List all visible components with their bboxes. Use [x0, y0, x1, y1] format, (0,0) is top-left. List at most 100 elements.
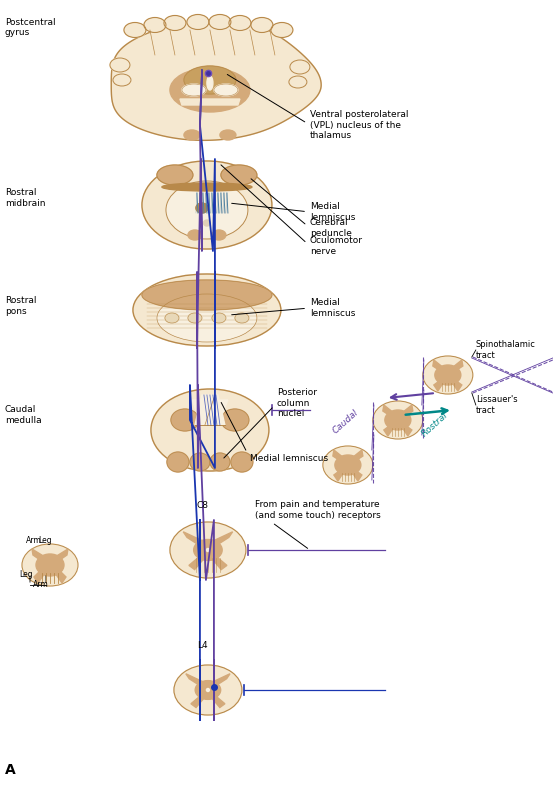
Ellipse shape: [187, 14, 209, 29]
Ellipse shape: [167, 452, 189, 472]
Ellipse shape: [212, 230, 226, 240]
Text: L4: L4: [197, 641, 208, 650]
Ellipse shape: [162, 183, 252, 191]
Ellipse shape: [212, 313, 226, 323]
Ellipse shape: [164, 16, 186, 31]
Ellipse shape: [289, 76, 307, 88]
Ellipse shape: [22, 544, 78, 586]
Ellipse shape: [174, 665, 242, 715]
Text: Ventral posterolateral
(VPL) nucleus of the
thalamus: Ventral posterolateral (VPL) nucleus of …: [227, 74, 408, 140]
Ellipse shape: [373, 401, 423, 439]
Text: C8: C8: [197, 501, 209, 510]
Ellipse shape: [290, 60, 310, 74]
Polygon shape: [191, 694, 205, 708]
Ellipse shape: [209, 14, 231, 29]
Ellipse shape: [206, 689, 210, 691]
Ellipse shape: [235, 313, 249, 323]
Ellipse shape: [113, 74, 131, 86]
Ellipse shape: [151, 389, 269, 471]
Ellipse shape: [36, 554, 64, 576]
Text: Rostral
pons: Rostral pons: [5, 296, 36, 316]
Text: Posterior
column
nuclei: Posterior column nuclei: [224, 388, 317, 458]
Text: Leg: Leg: [38, 536, 52, 545]
Ellipse shape: [385, 410, 411, 430]
Ellipse shape: [323, 446, 373, 484]
Polygon shape: [352, 469, 362, 481]
Ellipse shape: [170, 522, 246, 578]
Polygon shape: [212, 555, 227, 570]
Ellipse shape: [133, 274, 281, 346]
Text: Lissauer's
tract: Lissauer's tract: [476, 395, 518, 415]
Ellipse shape: [171, 409, 199, 431]
Ellipse shape: [423, 356, 473, 394]
Ellipse shape: [221, 165, 257, 185]
Polygon shape: [211, 674, 230, 687]
Text: Oculomotor
nerve: Oculomotor nerve: [221, 165, 363, 256]
Polygon shape: [32, 549, 45, 562]
Text: Spinothalamic
tract: Spinothalamic tract: [476, 340, 536, 359]
Ellipse shape: [142, 280, 272, 310]
Ellipse shape: [190, 453, 210, 471]
Ellipse shape: [214, 84, 238, 96]
Text: From pain and temperature
(and some touch) receptors: From pain and temperature (and some touc…: [255, 500, 380, 548]
Ellipse shape: [206, 548, 210, 551]
Polygon shape: [212, 400, 228, 420]
Text: Arm: Arm: [33, 580, 49, 589]
Ellipse shape: [142, 161, 272, 249]
Polygon shape: [183, 532, 204, 547]
Ellipse shape: [271, 22, 293, 37]
Polygon shape: [211, 694, 225, 708]
Polygon shape: [186, 674, 205, 687]
Text: Medial lemniscus: Medial lemniscus: [221, 402, 328, 462]
Ellipse shape: [220, 130, 236, 140]
Text: Leg: Leg: [19, 570, 33, 579]
Polygon shape: [434, 379, 444, 391]
Polygon shape: [180, 99, 240, 105]
Ellipse shape: [165, 313, 179, 323]
Polygon shape: [433, 360, 444, 372]
Ellipse shape: [231, 452, 253, 472]
Ellipse shape: [157, 294, 257, 342]
Polygon shape: [333, 450, 344, 462]
Ellipse shape: [110, 58, 130, 72]
Ellipse shape: [221, 409, 249, 431]
Ellipse shape: [194, 540, 222, 560]
Text: Caudal: Caudal: [331, 408, 360, 435]
Ellipse shape: [251, 17, 273, 32]
Text: Medial
lemniscus: Medial lemniscus: [232, 202, 355, 222]
Ellipse shape: [204, 220, 211, 226]
Polygon shape: [383, 405, 394, 417]
Polygon shape: [402, 405, 413, 417]
Polygon shape: [55, 549, 68, 562]
Polygon shape: [195, 395, 225, 425]
Ellipse shape: [207, 76, 213, 90]
Ellipse shape: [184, 66, 236, 94]
Polygon shape: [334, 469, 344, 481]
Polygon shape: [402, 424, 412, 436]
Ellipse shape: [188, 313, 202, 323]
Text: Rostral: Rostral: [420, 410, 450, 438]
Ellipse shape: [166, 181, 248, 239]
Text: Caudal
medulla: Caudal medulla: [5, 405, 41, 425]
Polygon shape: [452, 379, 462, 391]
Polygon shape: [212, 532, 233, 547]
Ellipse shape: [157, 165, 193, 185]
Polygon shape: [34, 569, 45, 583]
Polygon shape: [452, 360, 463, 372]
Ellipse shape: [170, 68, 250, 112]
Ellipse shape: [210, 453, 230, 471]
Text: Postcentral
gyrus: Postcentral gyrus: [5, 18, 56, 37]
Text: A: A: [5, 763, 15, 777]
Polygon shape: [352, 450, 363, 462]
Polygon shape: [189, 555, 204, 570]
Ellipse shape: [188, 230, 202, 240]
Ellipse shape: [335, 455, 361, 475]
Polygon shape: [55, 569, 66, 583]
Text: Arm: Arm: [26, 536, 42, 545]
Ellipse shape: [184, 130, 200, 140]
Text: Cerebral
peduncle: Cerebral peduncle: [251, 179, 352, 238]
Ellipse shape: [144, 17, 166, 32]
Ellipse shape: [435, 365, 461, 385]
Ellipse shape: [229, 16, 251, 31]
Ellipse shape: [182, 84, 206, 96]
